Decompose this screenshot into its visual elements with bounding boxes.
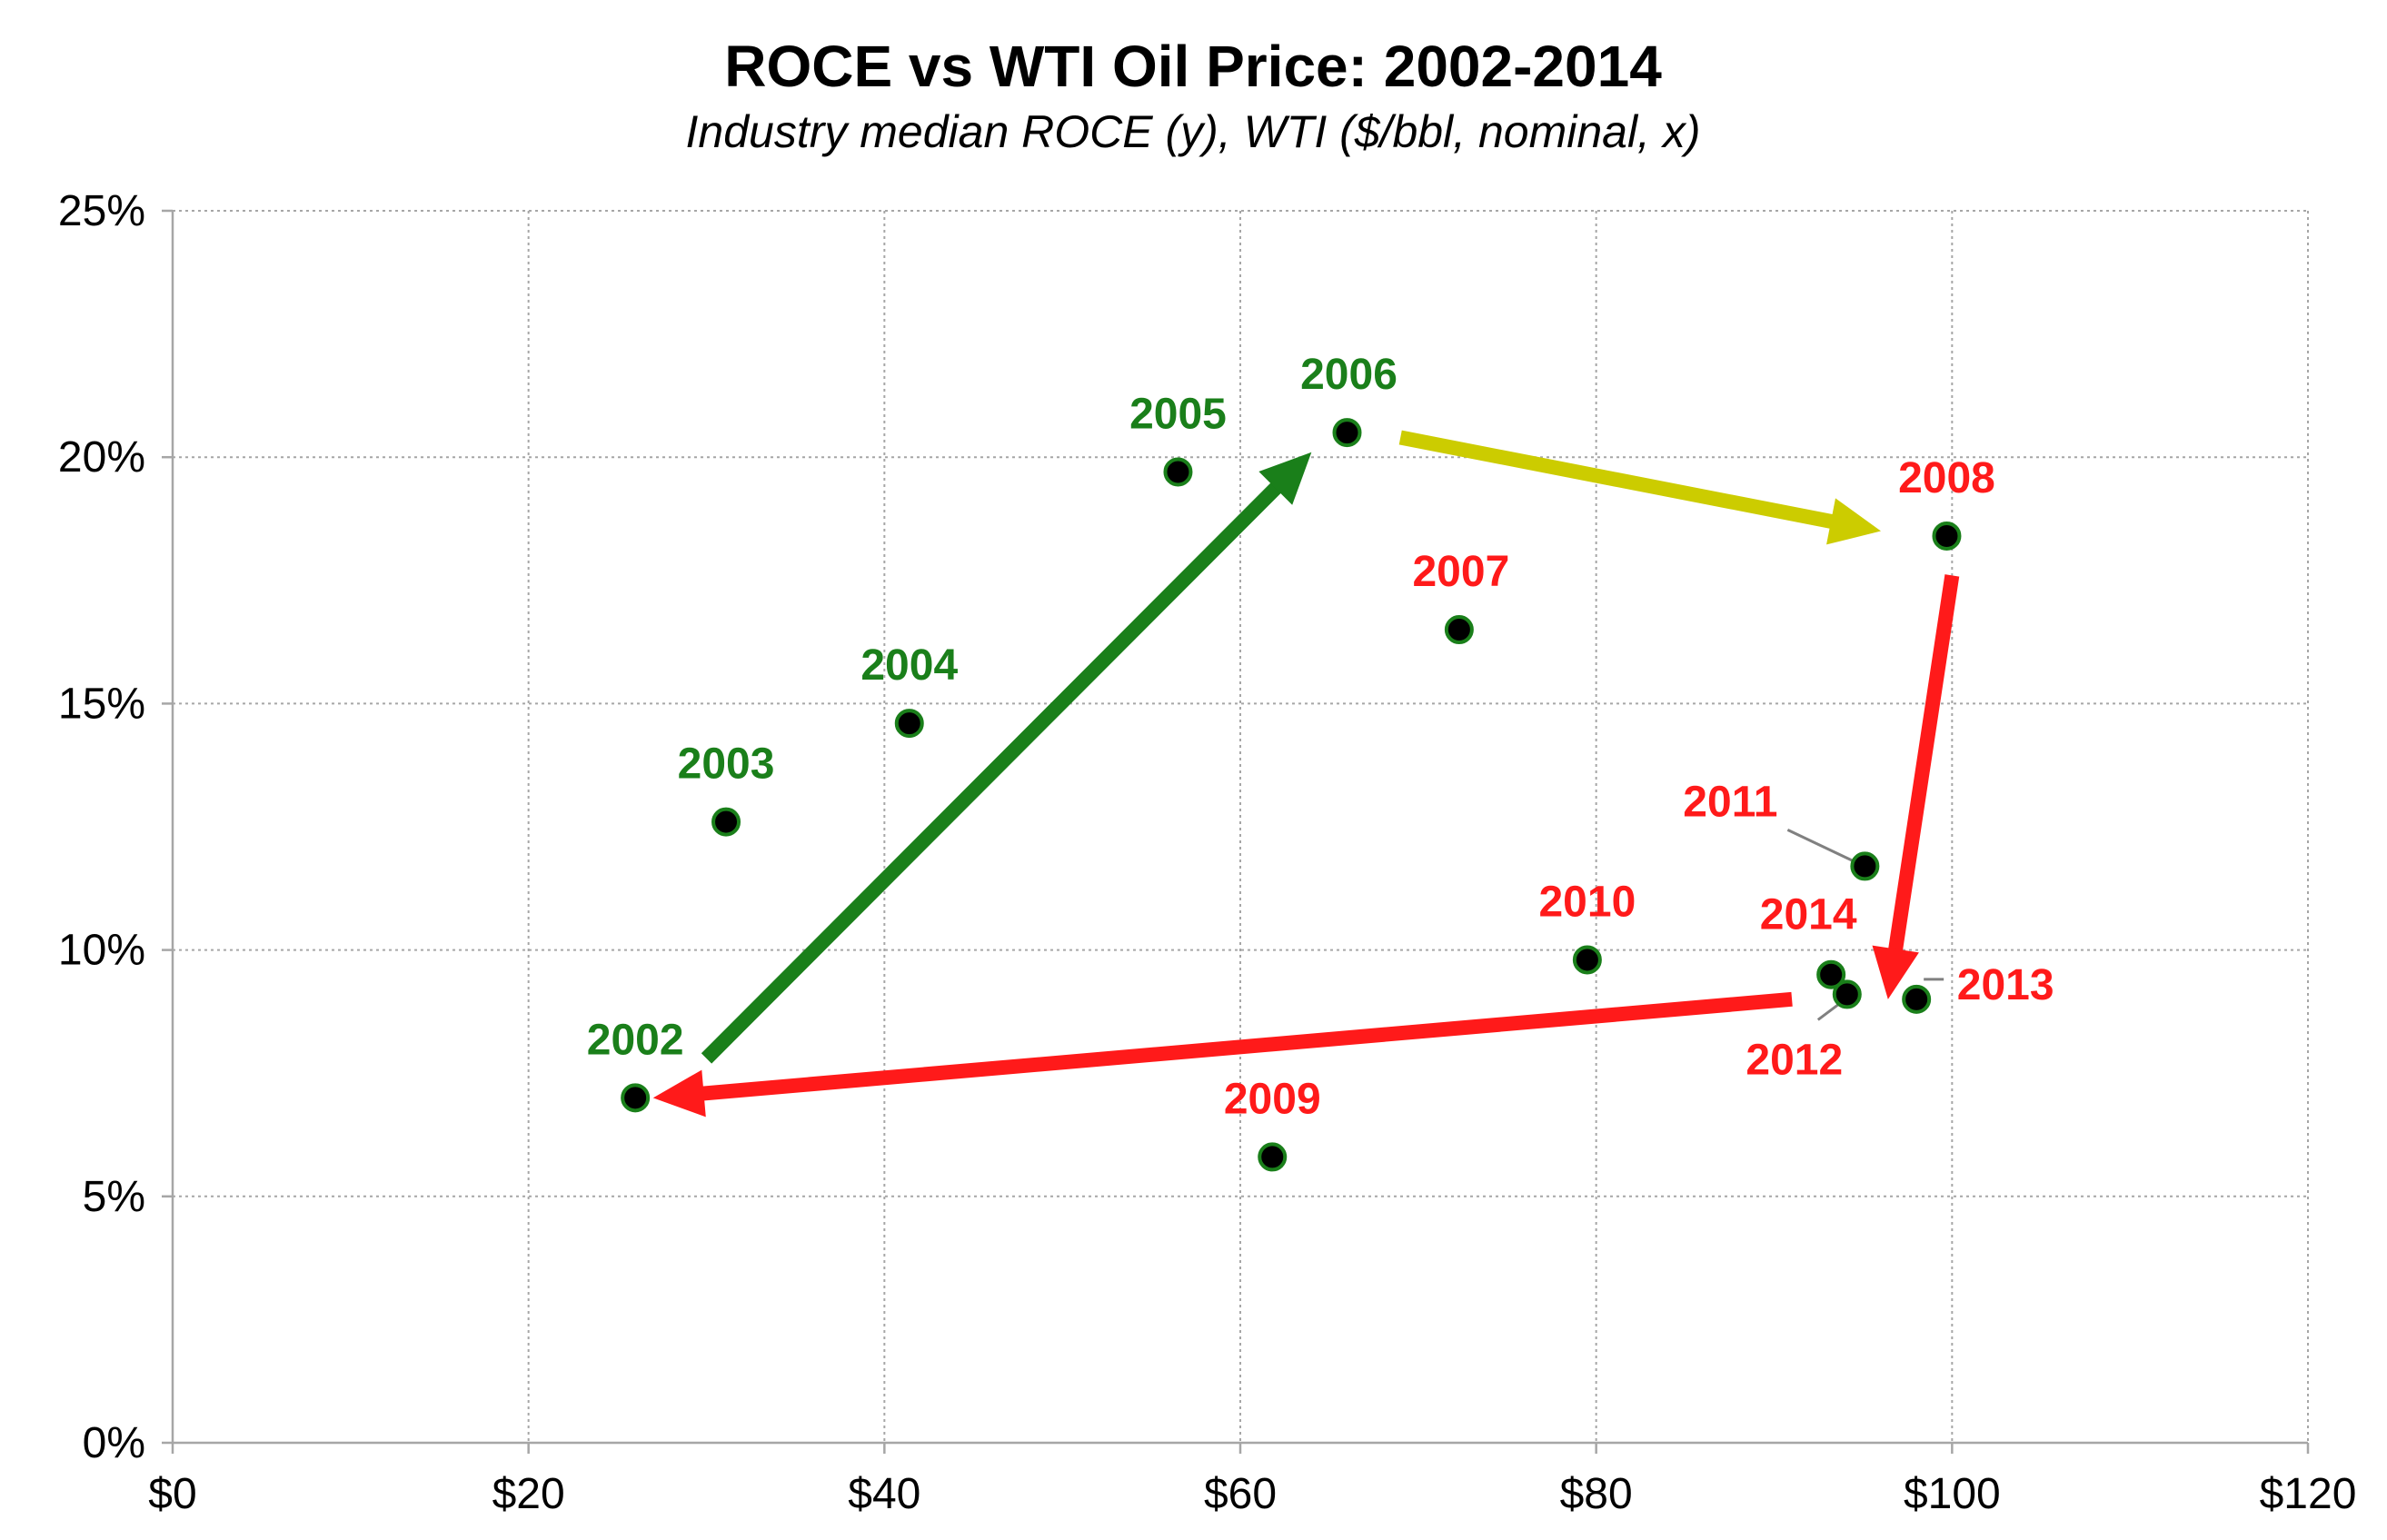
arrow-shaft — [699, 991, 1793, 1101]
x-tick-label: $40 — [848, 1470, 920, 1518]
point-label: 2007 — [1412, 548, 1509, 596]
point-label: 2009 — [1224, 1075, 1321, 1123]
point-label: 2012 — [1745, 1036, 1843, 1084]
data-point — [1258, 1142, 1288, 1172]
trend-arrow — [701, 452, 1312, 1064]
y-tick-label: 15% — [58, 680, 145, 728]
data-point — [894, 709, 924, 739]
chart-title: ROCE vs WTI Oil Price: 2002-2014 — [724, 34, 1662, 99]
data-point — [711, 807, 741, 837]
data-point — [1902, 984, 1932, 1014]
data-point — [1572, 945, 1602, 975]
data-point — [1444, 615, 1474, 645]
trend-arrow — [652, 991, 1793, 1118]
x-tick-label: $20 — [492, 1470, 565, 1518]
point-label: 2006 — [1300, 351, 1397, 399]
data-point — [1163, 457, 1193, 487]
data-points — [621, 418, 1962, 1172]
arrow-shaft — [1887, 574, 1960, 954]
x-tick-label: $60 — [1204, 1470, 1277, 1518]
point-labels: 2002 2003 2004 2005 2006 2007 2008 2009 2010 2011… — [587, 351, 2054, 1123]
arrow-shaft — [1398, 430, 1836, 530]
x-tick-label: $0 — [148, 1470, 196, 1518]
axes — [162, 209, 2310, 1454]
gridlines — [173, 210, 2309, 1443]
x-tick-label: $80 — [1560, 1470, 1633, 1518]
point-label: 2005 — [1129, 390, 1227, 438]
leader-line — [1786, 829, 1862, 866]
point-label: 2014 — [1760, 891, 1857, 939]
arrow-head — [1258, 452, 1312, 505]
point-label: 2004 — [860, 641, 958, 690]
x-tick-label: $100 — [1904, 1470, 2001, 1518]
tick-labels: $0 $20 $40 $60 $80 $100 $120 0% 5% 10% 15% 20% 25% — [58, 187, 2356, 1518]
trend-arrows — [652, 430, 1960, 1118]
point-label: 2002 — [587, 1016, 684, 1064]
y-tick-label: 5% — [83, 1173, 145, 1221]
point-label: 2013 — [1957, 961, 2054, 1009]
data-point — [1932, 521, 1962, 551]
point-label: 2008 — [1898, 454, 1995, 502]
y-tick-label: 10% — [58, 927, 145, 975]
point-label: 2011 — [1683, 778, 1777, 826]
y-tick-label: 0% — [83, 1419, 145, 1467]
point-label: 2003 — [678, 740, 775, 789]
trend-arrow — [1872, 574, 1960, 999]
data-point — [1816, 959, 1846, 989]
arrow-head — [1872, 945, 1919, 999]
data-point — [1332, 418, 1362, 448]
y-tick-label: 20% — [58, 433, 145, 482]
x-tick-label: $120 — [2260, 1470, 2357, 1518]
y-tick-label: 25% — [58, 187, 145, 235]
arrow-shaft — [701, 480, 1284, 1064]
chart-subtitle: Industry median ROCE (y), WTI ($/bbl, no… — [686, 106, 1701, 157]
point-label: 2010 — [1538, 878, 1636, 926]
data-point — [1850, 851, 1880, 881]
data-point — [1832, 979, 1862, 1009]
data-point — [621, 1083, 651, 1113]
arrow-head — [1826, 498, 1881, 545]
trend-arrow — [1398, 430, 1881, 545]
arrow-head — [652, 1069, 706, 1118]
